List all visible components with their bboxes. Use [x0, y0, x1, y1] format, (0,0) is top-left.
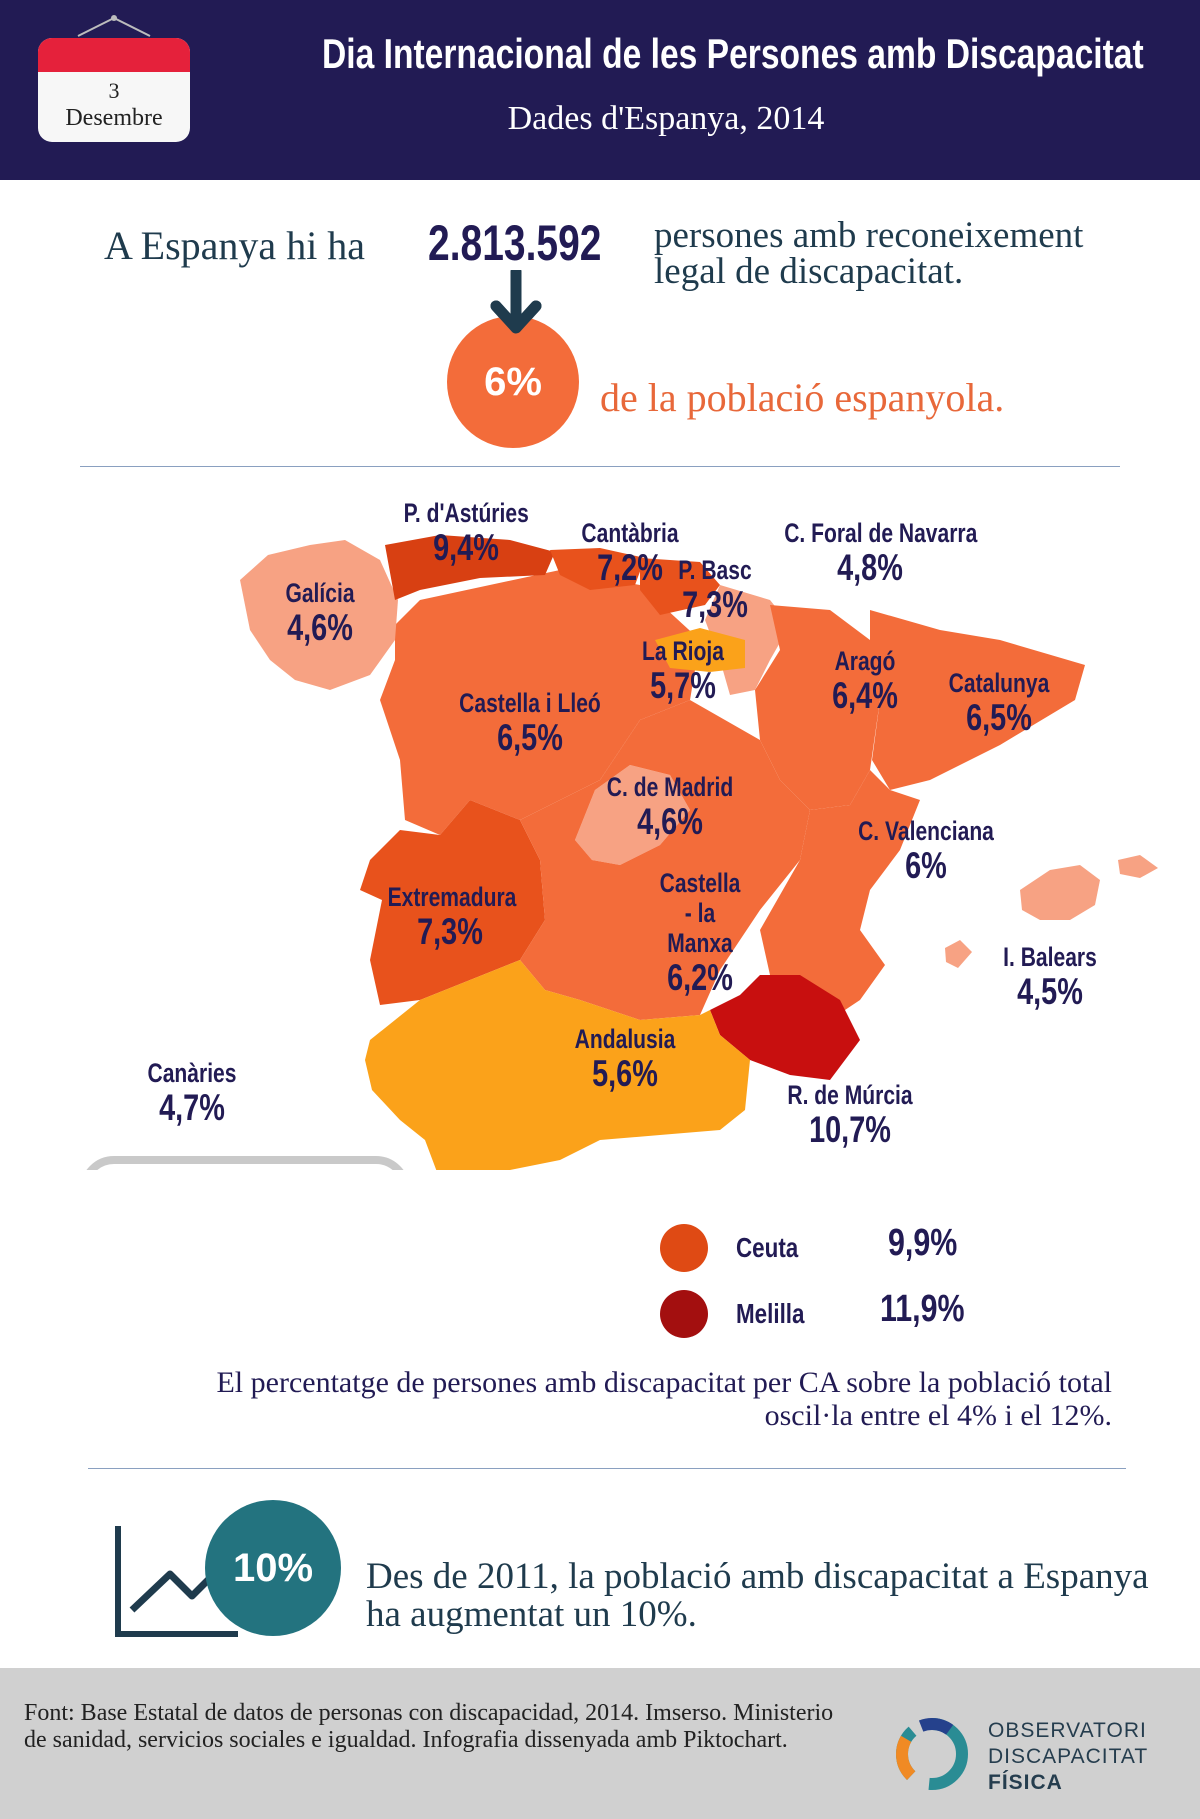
label-andalusia: Andalusia 5,6% — [574, 1024, 676, 1094]
region-balears-menorca — [1118, 855, 1158, 878]
label-canaries: Canàries 4,7% — [147, 1058, 237, 1128]
page-title: Dia Internacional de les Persones amb Di… — [322, 30, 1144, 77]
logo-line-2: DISCAPACITAT — [988, 1745, 1149, 1768]
melilla-value: 11,9% — [880, 1288, 965, 1330]
intro-lead: A Espanya hi ha — [104, 223, 366, 268]
region-andalusia — [365, 960, 750, 1170]
label-pbasc: P. Basc 7,3% — [678, 555, 752, 625]
label-asturies: P. d'Astúries 9,4% — [403, 498, 529, 568]
intro-rest: persones amb reconeixement legal de disc… — [654, 215, 1084, 292]
region-pbasc — [640, 558, 720, 615]
label-balears: I. Balears 4,5% — [1003, 942, 1097, 1012]
spain-map — [86, 535, 1158, 1170]
source-text: Font: Base Estatal de datos de personas … — [24, 1700, 834, 1753]
observatori-logo-icon — [896, 1718, 968, 1790]
growth-percent-badge: 10% — [205, 1500, 341, 1636]
calendar-icon: 3 Desembre — [38, 15, 190, 142]
region-valenciana — [760, 770, 920, 1020]
melilla-dot — [660, 1290, 708, 1338]
calendar-month: Desembre — [65, 105, 163, 131]
region-balears-mallorca — [1020, 865, 1100, 920]
label-galicia: Galícia 4,6% — [285, 578, 355, 648]
label-arago: Aragó 6,4% — [832, 646, 898, 716]
label-murcia: R. de Múrcia 10,7% — [787, 1080, 913, 1150]
divider-2 — [88, 1468, 1126, 1469]
label-extremadura: Extremadura 7,3% — [387, 882, 517, 952]
label-castella-lleo: Castella i Lleó 6,5% — [459, 688, 601, 758]
total-count: 2.813.592 — [428, 215, 602, 271]
footer — [0, 1668, 1200, 1819]
region-castella-lleo — [380, 570, 700, 835]
growth-text: Des de 2011, la població amb discapacita… — [366, 1556, 1149, 1635]
region-asturies — [385, 535, 555, 600]
calendar-hanger — [77, 15, 151, 37]
calendar-day: 3 — [108, 78, 120, 103]
melilla-label: Melilla — [736, 1298, 805, 1329]
population-percent-text: de la població espanyola. — [600, 375, 1005, 420]
region-murcia — [710, 975, 860, 1080]
label-madrid: C. de Madrid 4,6% — [606, 772, 734, 842]
region-cantabria — [550, 548, 645, 590]
label-valenciana: C. Valenciana 6% — [858, 816, 994, 886]
range-note: El percentatge de persones amb discapaci… — [216, 1366, 1112, 1432]
label-catalunya: Catalunya 6,5% — [948, 668, 1050, 738]
label-larioja: La Rioja 5,7% — [642, 636, 724, 706]
ceuta-value: 9,9% — [888, 1222, 958, 1264]
region-arago — [755, 605, 880, 810]
logo-line-1: OBSERVATORI — [988, 1719, 1147, 1742]
ceuta-dot — [660, 1224, 708, 1272]
label-cantabria: Cantàbria 7,2% — [581, 518, 679, 588]
logo-line-3: FÍSICA — [988, 1771, 1063, 1794]
label-castella-manxa: Castella - la Manxa 6,2% — [659, 868, 741, 998]
canaries-inset-box — [86, 1156, 404, 1170]
region-balears-eivissa — [945, 940, 972, 968]
page-subtitle: Dades d'Espanya, 2014 — [507, 100, 825, 137]
region-madrid — [575, 765, 690, 865]
region-catalunya — [870, 610, 1085, 790]
region-extremadura — [360, 800, 545, 1005]
region-galicia — [240, 540, 398, 690]
header-banner — [0, 0, 1200, 180]
region-larioja — [655, 628, 745, 672]
population-percent-badge: 6% — [447, 316, 579, 448]
region-castella-manxa — [520, 700, 810, 1020]
divider — [80, 466, 1120, 467]
label-navarra: C. Foral de Navarra 4,8% — [784, 518, 978, 588]
down-arrow-overlay-icon — [490, 270, 542, 334]
ceuta-label: Ceuta — [736, 1232, 799, 1263]
